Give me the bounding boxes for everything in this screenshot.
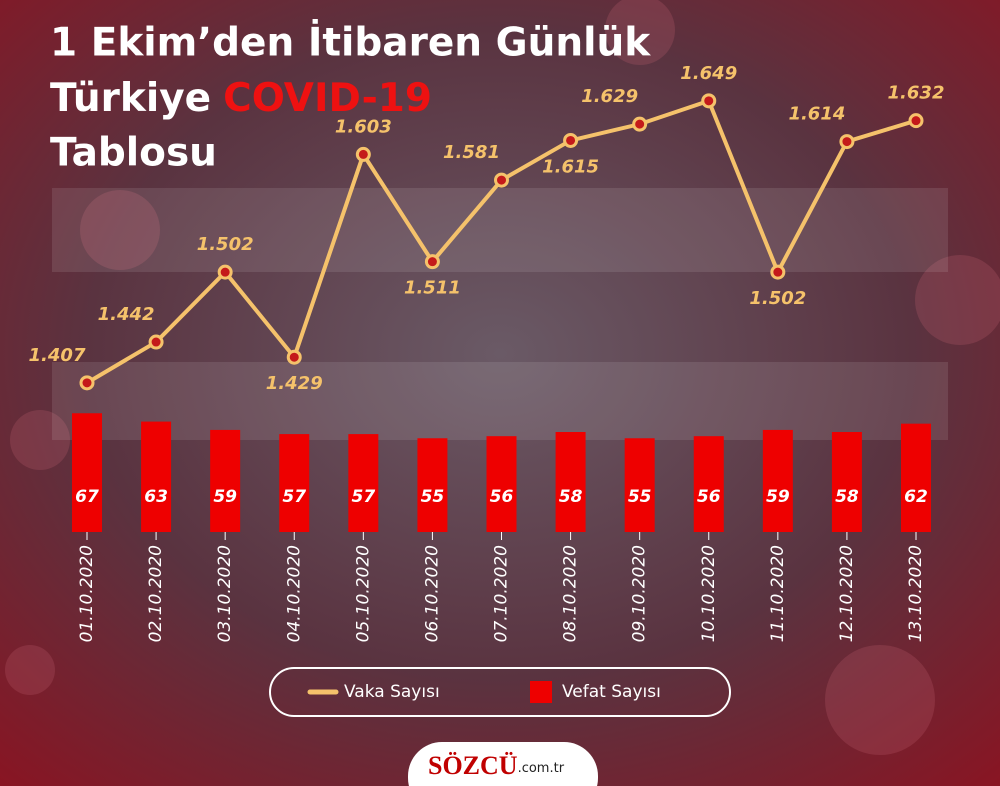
bar-label: 55 xyxy=(421,487,445,507)
line-point xyxy=(286,349,302,365)
line-point xyxy=(494,172,509,188)
line-point xyxy=(632,116,648,132)
x-tick-label: 08.10.2020 xyxy=(561,545,581,642)
bar xyxy=(555,432,586,532)
line-label: 1.502 xyxy=(197,234,254,255)
x-tick-label: 10.10.2020 xyxy=(699,545,719,642)
bar xyxy=(279,434,310,532)
bar-label: 58 xyxy=(559,487,583,507)
title-line: 1 Ekim’den İtibaren Günlük xyxy=(50,19,651,66)
x-tick-label: 09.10.2020 xyxy=(630,545,650,642)
bar-label: 67 xyxy=(75,487,99,507)
line-label: 1.442 xyxy=(98,304,155,325)
line-label: 1.511 xyxy=(404,278,461,299)
legend-swatch xyxy=(530,681,552,703)
line-label: 1.614 xyxy=(788,104,845,125)
legend-label: Vefat Sayısı xyxy=(562,682,661,702)
line-point xyxy=(908,113,924,129)
band xyxy=(52,362,948,440)
line-point xyxy=(148,334,164,350)
bar-label: 57 xyxy=(282,487,306,507)
bar-label: 62 xyxy=(904,487,928,507)
line-label: 1.629 xyxy=(581,86,638,107)
bar xyxy=(693,436,724,532)
legend-label: Vaka Sayısı xyxy=(344,682,440,702)
bar xyxy=(417,438,448,532)
title-line: Türkiye COVID-19 xyxy=(50,76,432,121)
line-label: 1.502 xyxy=(749,288,806,309)
title-text: Türkiye xyxy=(50,76,211,121)
bar-label: 56 xyxy=(697,487,721,507)
line-point xyxy=(355,146,371,162)
x-tick-label: 04.10.2020 xyxy=(284,545,304,642)
line-point xyxy=(424,254,440,270)
bar xyxy=(210,429,241,532)
line-point xyxy=(79,375,95,391)
line-point xyxy=(217,264,233,280)
logo-tab xyxy=(408,742,598,786)
x-tick-label: 13.10.2020 xyxy=(906,545,926,642)
x-tick-label: 07.10.2020 xyxy=(492,545,512,642)
virus-decor xyxy=(5,0,1000,755)
line-label: 1.603 xyxy=(335,116,392,137)
bar-label: 55 xyxy=(628,487,652,507)
x-tick-label: 02.10.2020 xyxy=(146,545,166,642)
line-point xyxy=(839,134,855,150)
bar xyxy=(486,436,517,532)
bar xyxy=(141,421,172,532)
x-tick-label: 01.10.2020 xyxy=(77,545,97,642)
line-label: 1.615 xyxy=(542,156,599,177)
x-tick-label: 12.10.2020 xyxy=(837,545,857,642)
bar-label: 63 xyxy=(144,487,168,507)
bar xyxy=(348,434,379,532)
title-line: Tablosu xyxy=(50,131,217,176)
x-tick-label: 05.10.2020 xyxy=(353,545,373,642)
bar xyxy=(901,423,931,532)
bar-label: 57 xyxy=(351,487,375,507)
bar-label: 59 xyxy=(213,487,237,507)
line-label: 1.429 xyxy=(266,373,323,394)
bar xyxy=(72,413,102,532)
line-label: 1.649 xyxy=(680,63,737,84)
x-tick-label: 11.10.2020 xyxy=(768,545,788,642)
title-highlight: COVID-19 xyxy=(223,76,432,121)
bar xyxy=(762,429,793,532)
x-tick-label: 03.10.2020 xyxy=(215,545,235,642)
logo: SÖZCÜ.com.tr xyxy=(428,751,565,780)
bar-label: 59 xyxy=(766,487,790,507)
x-tick-label: 06.10.2020 xyxy=(422,545,442,642)
bar-label: 58 xyxy=(835,487,859,507)
domain: .com.tr xyxy=(518,761,565,776)
line-label: 1.581 xyxy=(443,142,500,163)
line-label: 1.407 xyxy=(29,345,86,366)
bar-label: 56 xyxy=(490,487,514,507)
line-point xyxy=(701,93,717,109)
bar xyxy=(831,432,862,532)
bar xyxy=(624,438,655,532)
line-label: 1.632 xyxy=(888,83,945,104)
brand: SÖZCÜ xyxy=(428,751,518,780)
legend-box xyxy=(269,667,731,717)
line-point xyxy=(770,264,786,280)
line-point xyxy=(563,132,579,148)
